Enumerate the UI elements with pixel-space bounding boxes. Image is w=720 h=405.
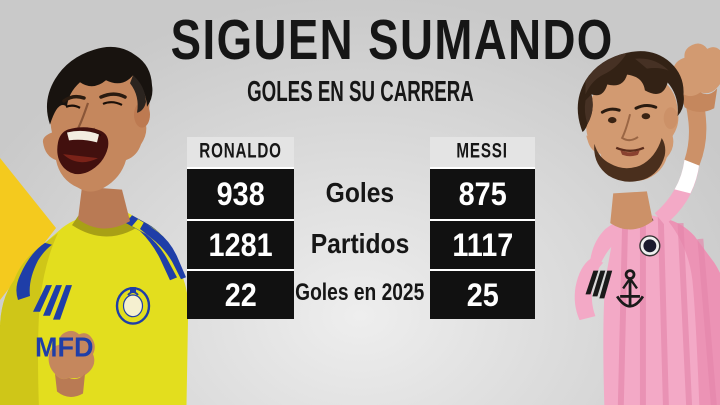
svg-text:MFD: MFD <box>35 331 93 363</box>
